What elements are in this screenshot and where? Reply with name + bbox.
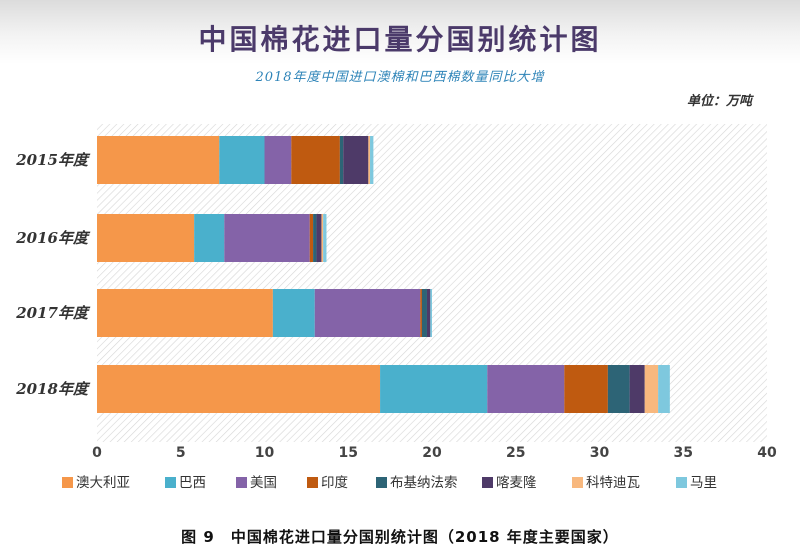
legend-item: 科特迪瓦 — [572, 475, 640, 491]
figure-caption: 图 9 中国棉花进口量分国别统计图（2018 年度主要国家） — [181, 528, 619, 546]
legend-swatch — [165, 477, 176, 488]
bar-segment — [421, 289, 427, 337]
legend-label: 马里 — [690, 475, 717, 491]
bar-segment — [339, 136, 344, 184]
bar-segment — [194, 214, 225, 262]
bar-segment — [420, 289, 422, 337]
legend-item: 布基纳法索 — [376, 474, 458, 491]
bar-segment — [607, 365, 630, 413]
bar-segment — [658, 365, 670, 413]
chart-title: 中国棉花进口量分国别统计图 — [198, 23, 602, 56]
unit-label: 单位：万吨 — [686, 94, 752, 109]
bar-segment — [426, 289, 431, 337]
x-tick-label: 5 — [176, 445, 186, 461]
bar-segment — [314, 289, 421, 337]
bar-segment — [321, 214, 324, 262]
bar-segment — [97, 214, 195, 262]
legend-label: 巴西 — [179, 475, 206, 491]
bar-segment — [564, 365, 608, 413]
bar-segment — [343, 136, 369, 184]
x-tick-label: 35 — [674, 445, 693, 461]
legend-swatch — [676, 477, 687, 488]
legend-item: 美国 — [236, 475, 277, 491]
legend-swatch — [307, 477, 318, 488]
legend-swatch — [236, 477, 247, 488]
legend-item: 巴西 — [165, 475, 206, 491]
legend-label: 印度 — [321, 475, 348, 491]
bar-segment — [97, 289, 273, 337]
x-tick-label: 15 — [339, 445, 358, 461]
legend-label: 澳大利亚 — [76, 475, 130, 491]
bar-segment — [313, 214, 317, 262]
legend-item: 印度 — [307, 475, 348, 491]
legend-item: 澳大利亚 — [62, 475, 130, 491]
bar-segment — [487, 365, 565, 413]
bar-segment — [430, 289, 432, 337]
legend-swatch — [62, 477, 73, 488]
legend-item: 马里 — [676, 475, 717, 491]
legend-swatch — [572, 477, 583, 488]
x-tick-label: 0 — [92, 445, 102, 461]
x-tick-label: 40 — [757, 445, 777, 461]
legend-swatch — [376, 477, 387, 488]
legend-label: 科特迪瓦 — [586, 475, 640, 491]
legend-label: 布基纳法索 — [390, 474, 458, 491]
bar-segment — [264, 136, 292, 184]
category-label: 2015年度 — [15, 151, 91, 169]
category-label: 2017年度 — [15, 304, 91, 322]
bar-segment — [97, 365, 381, 413]
x-tick-label: 30 — [590, 445, 610, 461]
title-band — [0, 0, 800, 64]
bar-segment — [272, 289, 315, 337]
bar-segment — [219, 136, 265, 184]
legend-item: 喀麦隆 — [482, 475, 537, 491]
chart-subtitle: 2018年度中国进口澳棉和巴西棉数量同比大增 — [255, 70, 545, 85]
bar-segment — [323, 214, 327, 262]
bar-segment — [316, 214, 322, 262]
bar-segment — [644, 365, 659, 413]
bar-segment — [368, 136, 371, 184]
x-tick-label: 25 — [506, 445, 525, 461]
x-tick-label: 20 — [422, 445, 442, 461]
bar-segment — [97, 136, 220, 184]
category-label: 2018年度 — [15, 380, 91, 398]
bar-segment — [370, 136, 374, 184]
bar-segment — [224, 214, 310, 262]
stacked-bar-chart: 2015年度 2016年度 2017年度 2018年度 0 5 10 15 20 25 30 35 4… — [15, 124, 777, 491]
x-tick-label: 10 — [255, 445, 275, 461]
legend-label: 喀麦隆 — [496, 475, 537, 491]
bar-segment — [291, 136, 340, 184]
bar-segment — [309, 214, 314, 262]
bar-segment — [380, 365, 488, 413]
legend-label: 美国 — [250, 475, 277, 491]
legend-swatch — [482, 477, 493, 488]
bar-segment — [629, 365, 645, 413]
category-label: 2016年度 — [15, 229, 91, 247]
